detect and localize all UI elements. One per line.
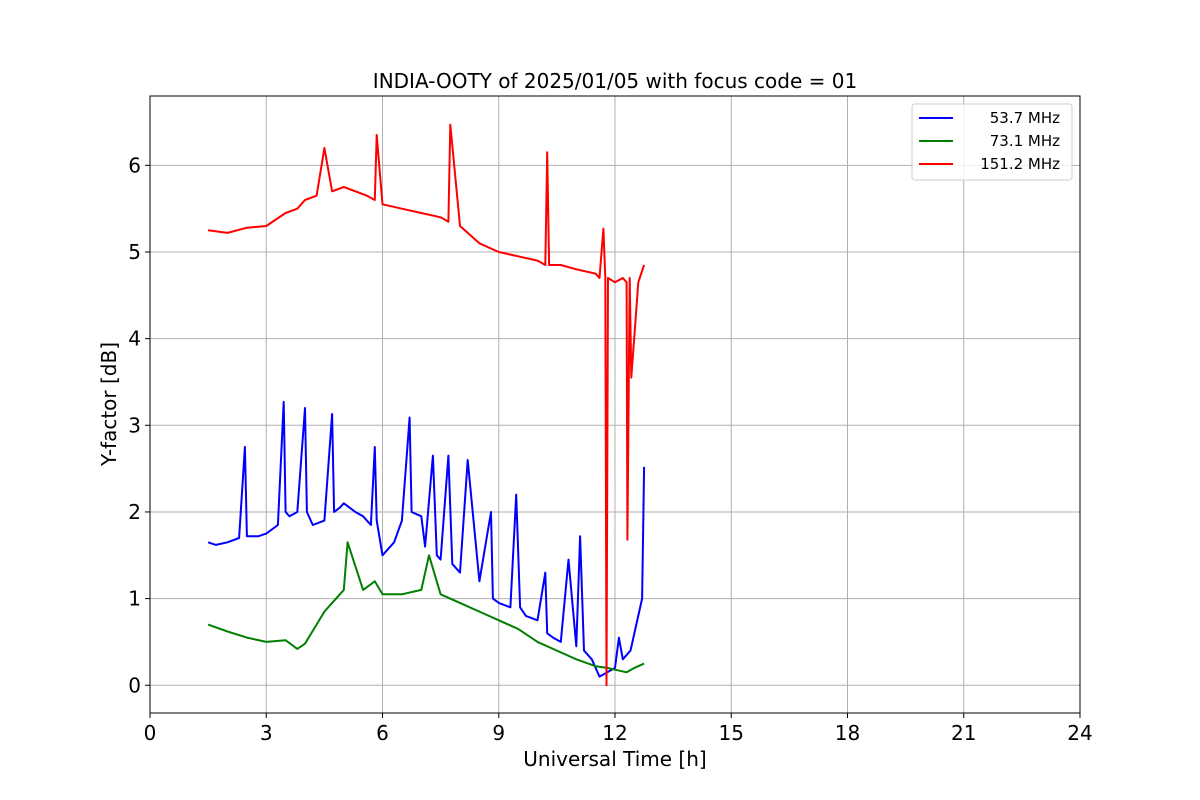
y-tick-label: 3 <box>128 413 141 437</box>
x-tick-label: 6 <box>376 721 389 745</box>
legend-label: 151.2 MHz <box>980 155 1060 173</box>
series-line-2 <box>207 123 646 687</box>
x-tick-label: 0 <box>144 721 157 745</box>
legend-label: 73.1 MHz <box>990 132 1060 150</box>
x-tick-label: 24 <box>1067 721 1092 745</box>
legend-label: 53.7 MHz <box>990 109 1060 127</box>
y-axis-label: Y-factor [dB] <box>97 342 121 467</box>
chart-title: INDIA-OOTY of 2025/01/05 with focus code… <box>373 69 857 93</box>
x-axis-label: Universal Time [h] <box>523 747 706 771</box>
x-tick-label: 12 <box>602 721 627 745</box>
y-tick-label: 0 <box>128 673 141 697</box>
y-tick-label: 2 <box>128 500 141 524</box>
x-tick-label: 15 <box>719 721 744 745</box>
y-tick-label: 4 <box>128 327 141 351</box>
grid <box>149 96 1081 713</box>
series-lines <box>207 123 646 687</box>
series-line-0 <box>207 400 646 678</box>
x-tick-label: 21 <box>951 721 976 745</box>
x-tick-label: 9 <box>492 721 505 745</box>
legend-box <box>911 103 1073 181</box>
y-tick-label: 1 <box>128 587 141 611</box>
y-tick-label: 5 <box>128 240 141 264</box>
series-line-1 <box>207 541 645 674</box>
x-tick-label: 18 <box>835 721 860 745</box>
x-tick-label: 3 <box>260 721 273 745</box>
y-tick-label: 6 <box>128 153 141 177</box>
legend: 53.7 MHz 73.1 MHz 151.2 MHz <box>911 103 1073 181</box>
